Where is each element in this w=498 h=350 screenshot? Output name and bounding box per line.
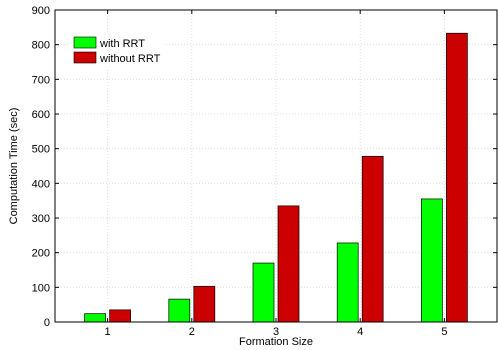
y-tick-label: 500 xyxy=(32,144,50,156)
y-tick-label: 300 xyxy=(32,213,50,225)
legend: with RRT without RRT xyxy=(70,32,166,68)
x-tick-label: 1 xyxy=(105,326,111,338)
legend-label-with-rrt: with RRT xyxy=(99,38,145,50)
y-tick-label: 400 xyxy=(32,178,50,190)
legend-swatch-without-rrt xyxy=(73,51,97,64)
x-tick-label: 3 xyxy=(273,326,279,338)
x-tick-label: 2 xyxy=(189,326,195,338)
bar-without-rrt xyxy=(446,32,468,323)
bar-without-rrt xyxy=(361,155,384,323)
y-tick-label: 800 xyxy=(32,40,50,52)
bar-with-rrt xyxy=(168,298,191,323)
axis-ticks: 0 100 200 300 400 500 600 700 800 900 1 2 3 4 5 xyxy=(32,5,497,338)
y-tick-label: 700 xyxy=(32,74,50,86)
legend-swatch-with-rrt xyxy=(73,36,97,49)
bar-without-rrt xyxy=(193,285,216,323)
bar-with-rrt xyxy=(252,262,275,323)
x-axis-label: Formation Size xyxy=(239,336,313,348)
y-tick-label: 0 xyxy=(44,317,50,329)
y-tick-label: 200 xyxy=(32,248,50,260)
x-tick-label: 5 xyxy=(441,326,447,338)
y-tick-label: 900 xyxy=(32,5,50,17)
legend-label-without-rrt: without RRT xyxy=(99,53,161,65)
bar-without-rrt xyxy=(109,309,131,323)
bar-with-rrt xyxy=(84,313,106,323)
x-tick-label: 4 xyxy=(357,326,363,338)
bar-with-rrt xyxy=(421,198,443,323)
bar-without-rrt xyxy=(277,205,300,323)
y-axis-label: Computation Time (sec) xyxy=(8,108,20,225)
y-tick-label: 600 xyxy=(32,109,50,121)
y-tick-label: 100 xyxy=(32,282,50,294)
bar-with-rrt xyxy=(336,242,359,323)
